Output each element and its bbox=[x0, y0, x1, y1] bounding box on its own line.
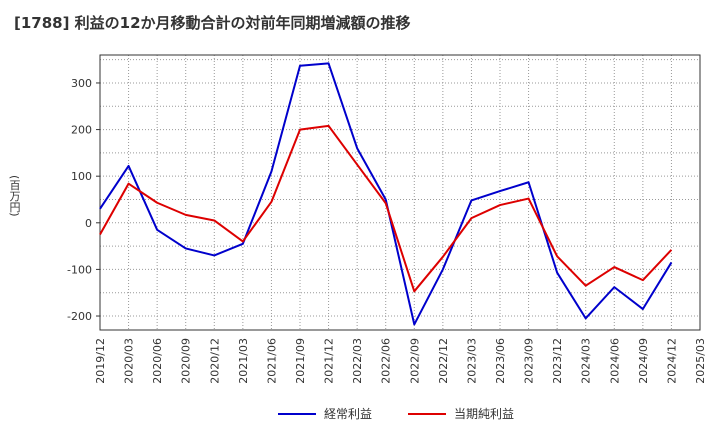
x-tick-label: 2020/12 bbox=[208, 338, 221, 384]
x-tick-label: 2023/12 bbox=[551, 338, 564, 384]
legend-swatch-net-profit bbox=[408, 412, 446, 415]
x-tick-label: 2023/09 bbox=[523, 338, 536, 384]
x-tick-label: 2024/12 bbox=[665, 338, 678, 384]
legend: 経常利益 当期純利益 bbox=[0, 405, 720, 425]
x-tick-label: 2022/09 bbox=[408, 338, 421, 384]
x-tick-label: 2023/03 bbox=[465, 338, 478, 384]
x-ticks: 2019/12 2020/03 2020/06 2020/09 2020/12 2021/… bbox=[94, 338, 707, 384]
y-tick-label: -100 bbox=[67, 263, 92, 276]
x-tick-label: 2025/03 bbox=[694, 338, 707, 384]
axes bbox=[99, 54, 701, 331]
y-tick-label: 300 bbox=[71, 77, 92, 90]
y-ticks: 300 200 100 0 -100 -200 bbox=[67, 77, 100, 323]
y-tick-label: 0 bbox=[85, 217, 92, 230]
x-tick-label: 2023/06 bbox=[494, 338, 507, 384]
x-tick-label: 2019/12 bbox=[94, 338, 107, 384]
x-tick-label: 2020/03 bbox=[123, 338, 136, 384]
x-tick-label: 2022/12 bbox=[437, 338, 450, 384]
x-tick-label: 2021/06 bbox=[265, 338, 278, 384]
x-tick-label: 2021/09 bbox=[294, 338, 307, 384]
legend-label-ordinary-profit: 経常利益 bbox=[324, 407, 373, 421]
grid bbox=[99, 55, 701, 330]
x-tick-label: 2024/06 bbox=[608, 338, 621, 384]
legend-item-net-profit: 当期純利益 bbox=[408, 405, 514, 422]
y-axis-label: (百万円) bbox=[8, 175, 21, 217]
legend-swatch-ordinary-profit bbox=[278, 412, 316, 415]
x-tick-label: 2021/12 bbox=[323, 338, 336, 384]
y-tick-label: -200 bbox=[67, 310, 92, 323]
series bbox=[99, 62, 673, 326]
x-tick-label: 2024/03 bbox=[580, 338, 593, 384]
x-tick-label: 2024/09 bbox=[637, 338, 650, 384]
legend-item-ordinary-profit: 経常利益 bbox=[278, 405, 372, 422]
legend-label-net-profit: 当期純利益 bbox=[454, 407, 515, 421]
chart-title: [1788] 利益の12か月移動合計の対前年同期増減額の推移 bbox=[14, 14, 411, 32]
plot-frame bbox=[99, 54, 701, 331]
x-tick-label: 2022/06 bbox=[380, 338, 393, 384]
x-tick-label: 2020/06 bbox=[151, 338, 164, 384]
x-tick-label: 2020/09 bbox=[180, 338, 193, 384]
y-tick-label: 200 bbox=[71, 124, 92, 137]
y-tick-label: 100 bbox=[71, 170, 92, 183]
x-tick-label: 2022/03 bbox=[351, 338, 364, 384]
x-tick-label: 2021/03 bbox=[237, 338, 250, 384]
